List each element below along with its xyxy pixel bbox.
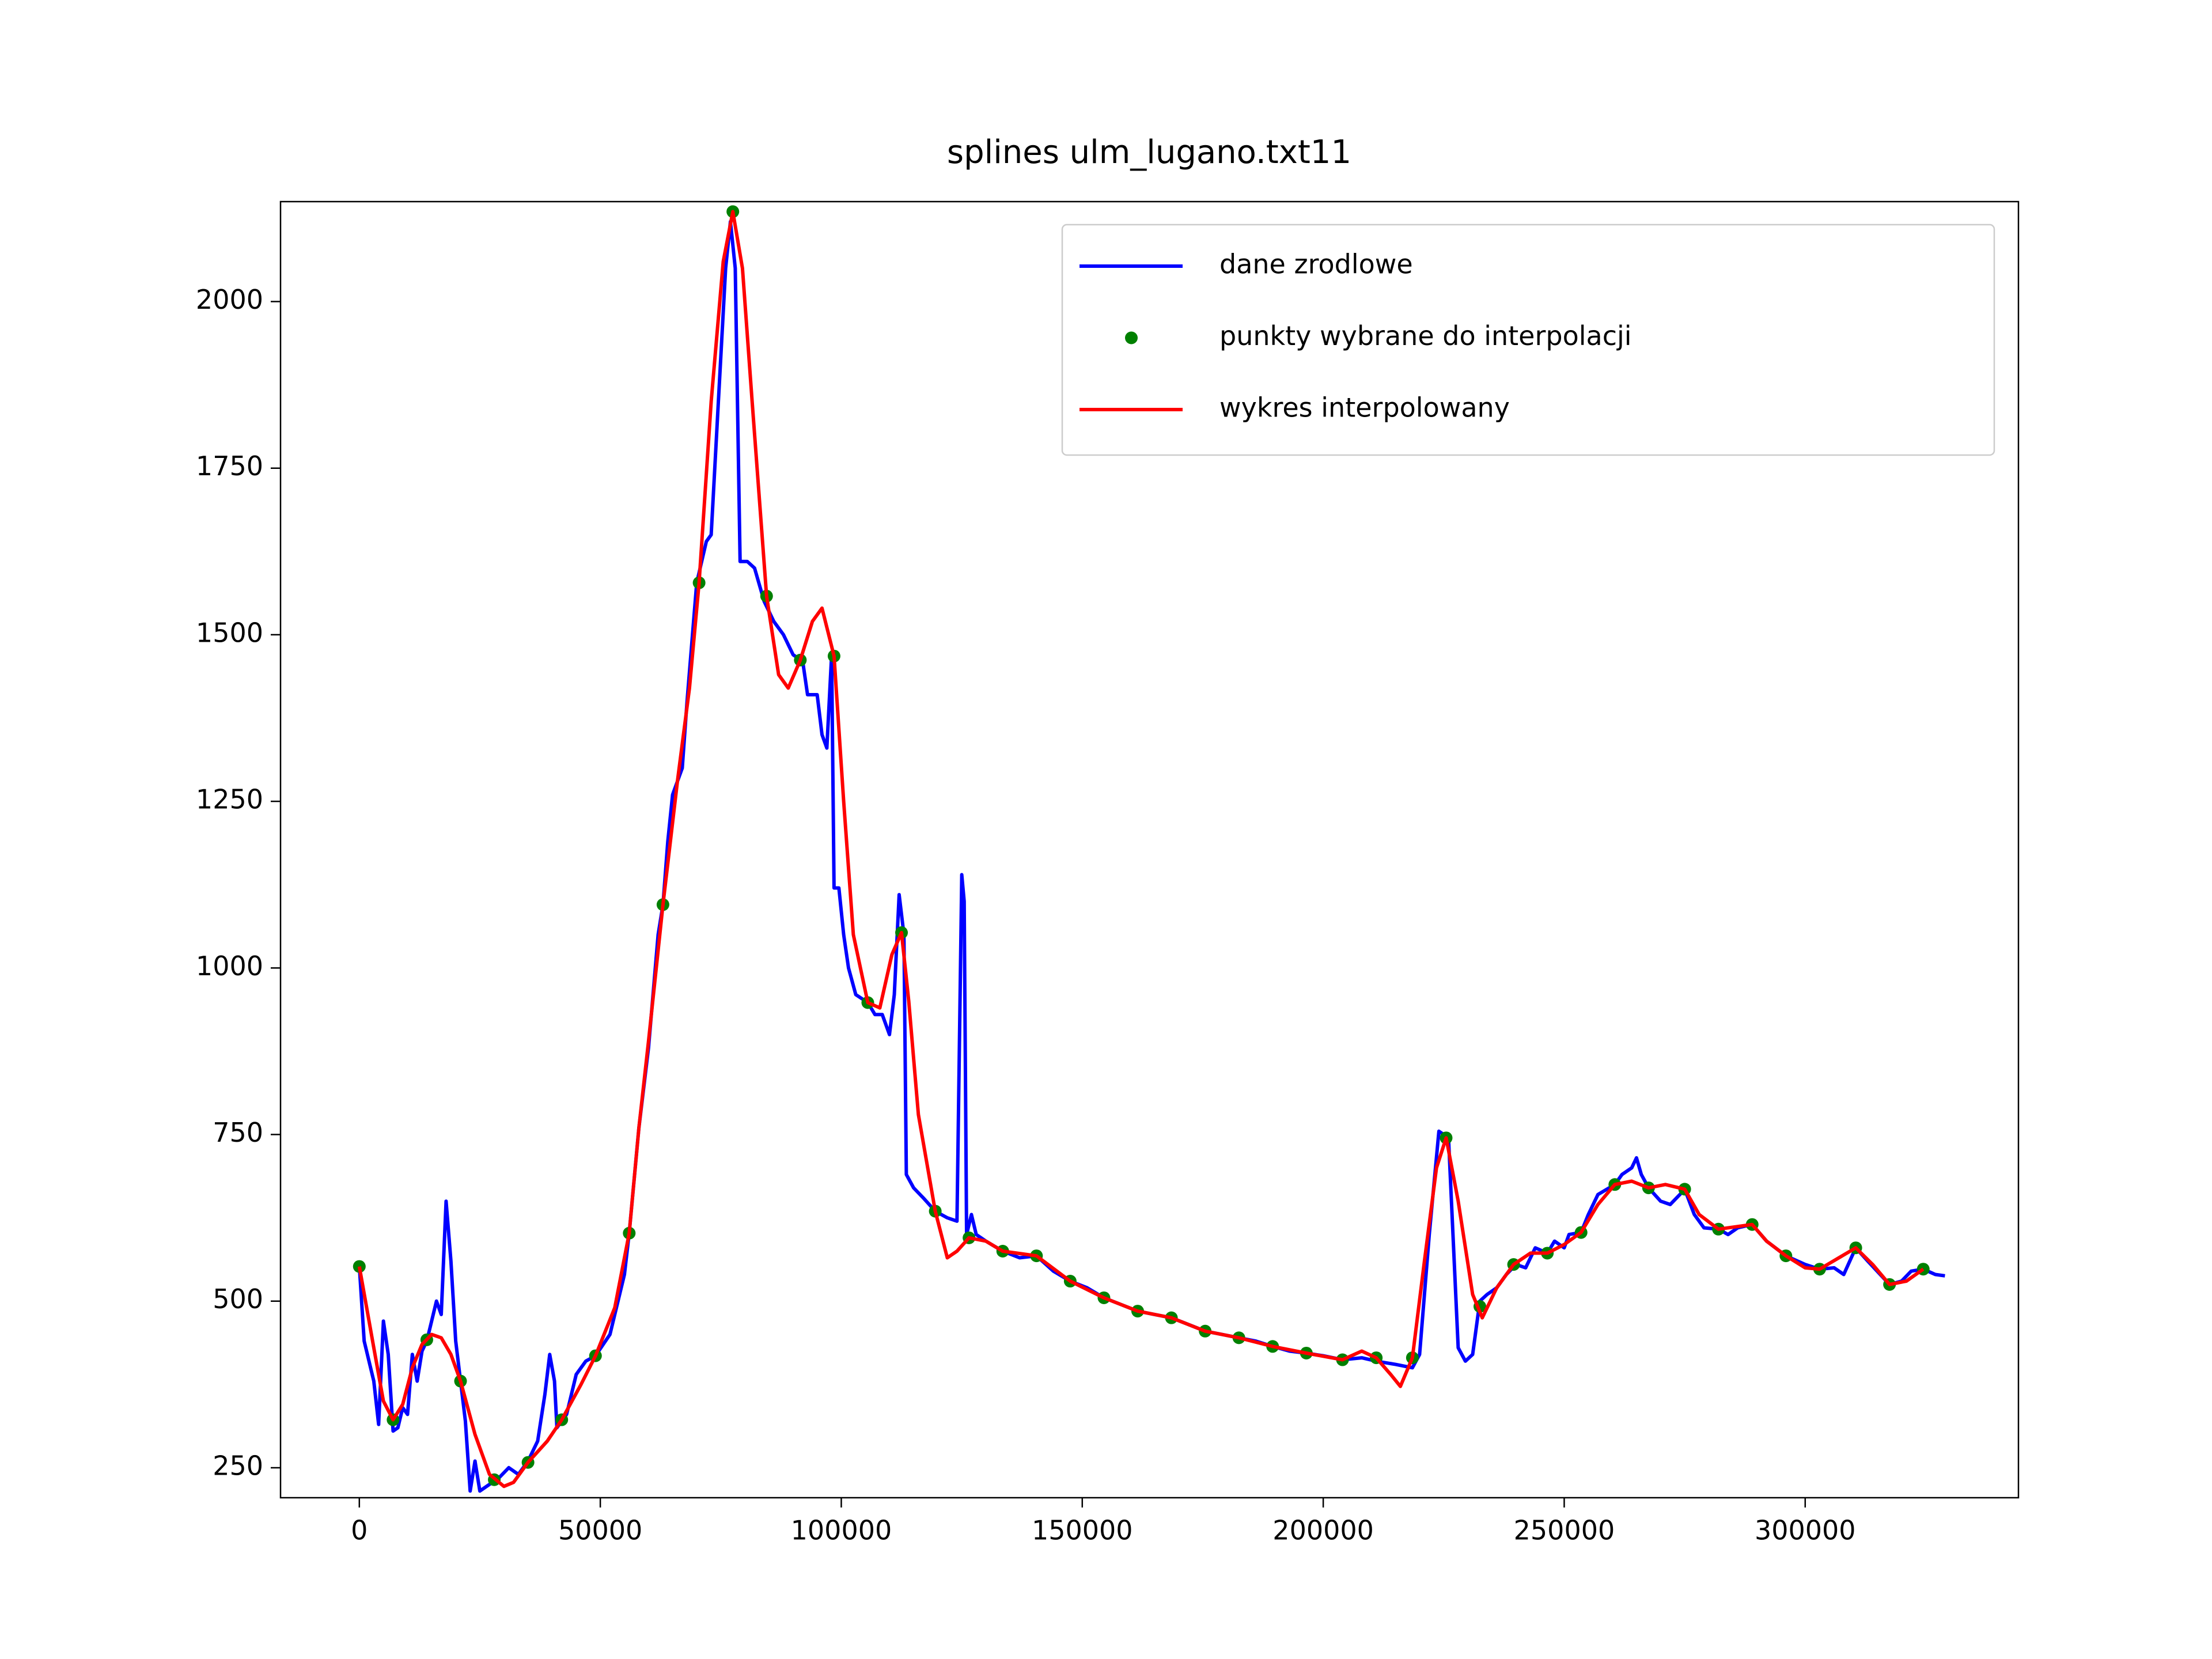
legend-label: punkty wybrane do interpolacji xyxy=(1219,320,1632,351)
x-tick-label: 250000 xyxy=(1514,1515,1615,1546)
x-tick-label: 100000 xyxy=(791,1515,892,1546)
legend-box xyxy=(1061,224,1995,456)
y-tick-label: 1500 xyxy=(196,617,263,648)
y-tick-label: 500 xyxy=(213,1283,263,1315)
y-tick-label: 750 xyxy=(213,1117,263,1148)
plot-area xyxy=(353,205,1945,1493)
y-tick-label: 1750 xyxy=(196,450,263,482)
y-tick-label: 2000 xyxy=(196,284,263,315)
plot-frame xyxy=(279,200,2020,1499)
marker xyxy=(353,1260,366,1273)
y-tick-label: 250 xyxy=(213,1450,263,1481)
x-tick-label: 300000 xyxy=(1755,1515,1856,1546)
y-tick-label: 1000 xyxy=(196,950,263,982)
x-tick-label: 50000 xyxy=(558,1515,642,1546)
chart-title: splines ulm_lugano.txt11 xyxy=(947,134,1351,171)
legend-label: dane zrodlowe xyxy=(1219,249,1413,280)
y-tick-label: 1250 xyxy=(196,784,263,815)
x-tick-label: 0 xyxy=(351,1515,368,1546)
x-tick-label: 200000 xyxy=(1272,1515,1374,1546)
series-line xyxy=(357,210,1925,1488)
x-tick-label: 150000 xyxy=(1032,1515,1133,1546)
legend-marker xyxy=(1125,331,1138,344)
legend-label: wykres interpolowany xyxy=(1219,392,1510,423)
